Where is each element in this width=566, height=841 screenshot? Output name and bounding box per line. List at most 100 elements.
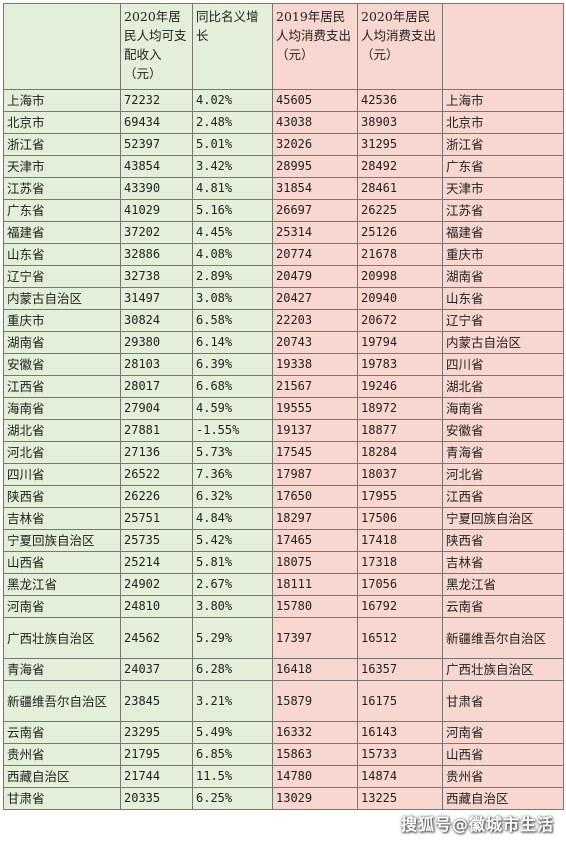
cell-rank-2020: 云南省	[442, 595, 564, 618]
cell-consumption-2020: 21678	[357, 243, 443, 266]
table-row: 河南省 24810 3.80% 15780 16792 云南省	[3, 595, 564, 618]
cell-growth: 7.36%	[192, 463, 273, 486]
cell-region: 广西壮族自治区	[3, 617, 121, 659]
cell-consumption-2019: 22203	[272, 309, 358, 332]
cell-region: 福建省	[3, 221, 121, 244]
cell-growth: 4.59%	[192, 397, 273, 420]
cell-rank-2020: 吉林省	[442, 551, 564, 574]
table-row: 福建省 37202 4.45% 25314 25126 福建省	[3, 221, 564, 244]
cell-rank-2020: 四川省	[442, 353, 564, 376]
cell-region: 北京市	[3, 111, 121, 134]
cell-consumption-2019: 18075	[272, 551, 358, 574]
cell-region: 贵州省	[3, 743, 121, 766]
cell-growth: 6.39%	[192, 353, 273, 376]
cell-region: 湖南省	[3, 331, 121, 354]
cell-growth: 11.5%	[192, 765, 273, 788]
cell-rank-2020: 辽宁省	[442, 309, 564, 332]
table-row: 江苏省 43390 4.81% 31854 28461 天津市	[3, 177, 564, 200]
cell-income-2020: 31497	[120, 287, 193, 310]
table-row: 新疆维吾尔自治区 23845 3.21% 15879 16175 甘肃省	[3, 680, 564, 722]
cell-consumption-2020: 14874	[357, 765, 443, 788]
cell-consumption-2020: 16512	[357, 617, 443, 659]
cell-income-2020: 29380	[120, 331, 193, 354]
cell-consumption-2020: 19246	[357, 375, 443, 398]
cell-income-2020: 26226	[120, 485, 193, 508]
cell-growth: 6.32%	[192, 485, 273, 508]
cell-rank-2020: 甘肃省	[442, 680, 564, 722]
header-consumption-2020: 2020年居民人均消费支出（元）	[357, 3, 443, 90]
cell-consumption-2020: 13225	[357, 787, 443, 810]
cell-growth: 2.48%	[192, 111, 273, 134]
table-row: 天津市 43854 3.42% 28995 28492 广东省	[3, 155, 564, 178]
header-rank-2020	[442, 3, 564, 90]
table-row: 湖北省 27881 -1.55% 19137 18877 安徽省	[3, 419, 564, 442]
cell-rank-2020: 湖南省	[442, 265, 564, 288]
table-row: 宁夏回族自治区 25735 5.42% 17465 17418 陕西省	[3, 529, 564, 552]
cell-growth: 6.25%	[192, 787, 273, 810]
table-row: 贵州省 21795 6.85% 15863 15733 山西省	[3, 743, 564, 766]
table-row: 上海市 72232 4.02% 45605 42536 上海市	[3, 89, 564, 112]
table-row: 浙江省 52397 5.01% 32026 31295 浙江省	[3, 133, 564, 156]
table-row: 山东省 32886 4.08% 20774 21678 重庆市	[3, 243, 564, 266]
cell-growth: 6.85%	[192, 743, 273, 766]
cell-rank-2020: 天津市	[442, 177, 564, 200]
cell-income-2020: 24037	[120, 658, 193, 681]
table-row: 青海省 24037 6.28% 16418 16357 广西壮族自治区	[3, 658, 564, 681]
header-income-2020: 2020年居民人均可支配收入（元）	[120, 3, 193, 90]
cell-consumption-2019: 20743	[272, 331, 358, 354]
header-consumption-2019: 2019年居民人均消费支出（元）	[272, 3, 358, 90]
table-row: 黑龙江省 24902 2.67% 18111 17056 黑龙江省	[3, 573, 564, 596]
cell-rank-2020: 河北省	[442, 463, 564, 486]
cell-consumption-2020: 18877	[357, 419, 443, 442]
cell-consumption-2019: 18111	[272, 573, 358, 596]
cell-consumption-2020: 17318	[357, 551, 443, 574]
cell-region: 黑龙江省	[3, 573, 121, 596]
cell-income-2020: 25751	[120, 507, 193, 530]
cell-region: 吉林省	[3, 507, 121, 530]
table-row: 江西省 28017 6.68% 21567 19246 湖北省	[3, 375, 564, 398]
cell-consumption-2019: 20479	[272, 265, 358, 288]
cell-consumption-2019: 13029	[272, 787, 358, 810]
cell-region: 云南省	[3, 721, 121, 744]
cell-growth: 4.02%	[192, 89, 273, 112]
cell-consumption-2019: 15780	[272, 595, 358, 618]
cell-growth: 2.89%	[192, 265, 273, 288]
cell-income-2020: 41029	[120, 199, 193, 222]
cell-rank-2020: 福建省	[442, 221, 564, 244]
cell-consumption-2020: 15733	[357, 743, 443, 766]
cell-growth: 6.58%	[192, 309, 273, 332]
cell-rank-2020: 青海省	[442, 441, 564, 464]
table-row: 广东省 41029 5.16% 26697 26225 江苏省	[3, 199, 564, 222]
income-consumption-table: 2020年居民人均可支配收入（元） 同比名义增长 2019年居民人均消费支出（元…	[3, 3, 564, 810]
cell-region: 陕西省	[3, 485, 121, 508]
cell-region: 内蒙古自治区	[3, 287, 121, 310]
table-row: 河北省 27136 5.73% 17545 18284 青海省	[3, 441, 564, 464]
cell-growth: 4.81%	[192, 177, 273, 200]
table-row: 陕西省 26226 6.32% 17650 17955 江西省	[3, 485, 564, 508]
cell-rank-2020: 海南省	[442, 397, 564, 420]
cell-consumption-2019: 21567	[272, 375, 358, 398]
cell-consumption-2020: 18284	[357, 441, 443, 464]
cell-consumption-2019: 20774	[272, 243, 358, 266]
cell-region: 宁夏回族自治区	[3, 529, 121, 552]
cell-income-2020: 30824	[120, 309, 193, 332]
cell-consumption-2019: 32026	[272, 133, 358, 156]
cell-income-2020: 28103	[120, 353, 193, 376]
cell-rank-2020: 上海市	[442, 89, 564, 112]
cell-rank-2020: 陕西省	[442, 529, 564, 552]
cell-consumption-2019: 15879	[272, 680, 358, 722]
cell-consumption-2020: 17955	[357, 485, 443, 508]
table-row: 湖南省 29380 6.14% 20743 19794 内蒙古自治区	[3, 331, 564, 354]
cell-consumption-2019: 45605	[272, 89, 358, 112]
cell-region: 山西省	[3, 551, 121, 574]
cell-consumption-2020: 20998	[357, 265, 443, 288]
cell-income-2020: 21744	[120, 765, 193, 788]
cell-rank-2020: 安徽省	[442, 419, 564, 442]
cell-rank-2020: 西藏自治区	[442, 787, 564, 810]
cell-consumption-2019: 18297	[272, 507, 358, 530]
cell-consumption-2019: 20427	[272, 287, 358, 310]
cell-consumption-2020: 17506	[357, 507, 443, 530]
cell-consumption-2020: 18972	[357, 397, 443, 420]
table-row: 山西省 25214 5.81% 18075 17318 吉林省	[3, 551, 564, 574]
cell-rank-2020: 广西壮族自治区	[442, 658, 564, 681]
